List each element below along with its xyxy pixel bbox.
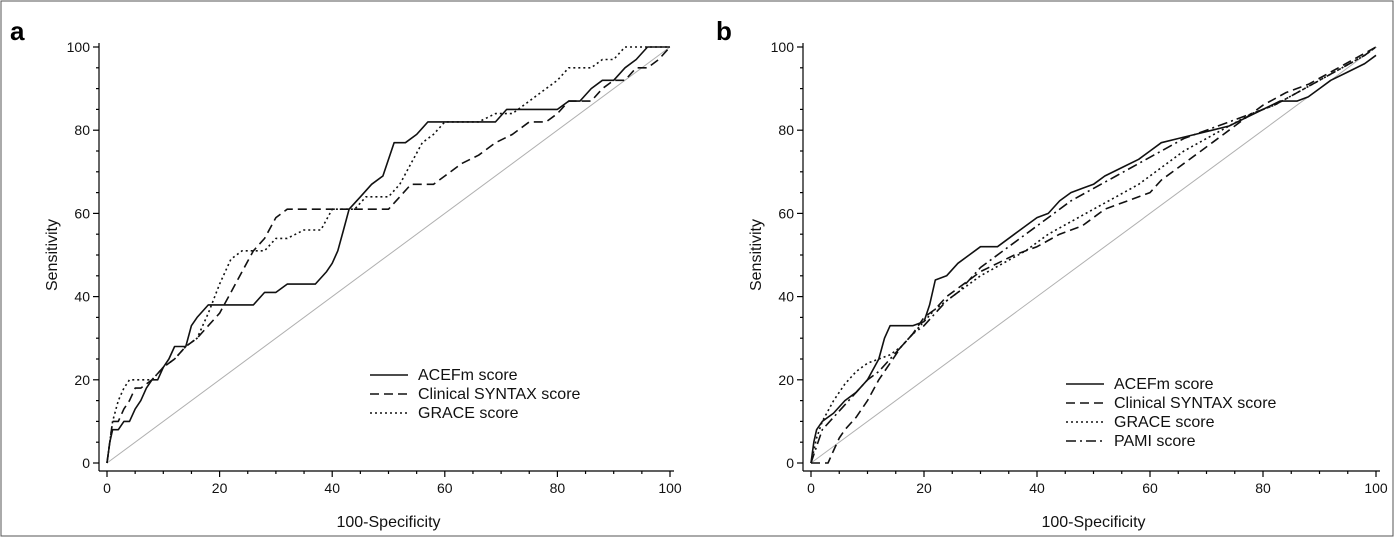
legend-label: GRACE score [1114, 414, 1215, 431]
y-tick-label: 20 [74, 372, 90, 388]
x-tick-label: 0 [103, 480, 111, 496]
legend-label: ACEFm score [1114, 376, 1214, 393]
x-tick-label: 40 [1029, 480, 1045, 496]
y-tick-label: 100 [67, 39, 91, 55]
reference-diagonal [810, 46, 1377, 464]
legend-label: Clinical SYNTAX score [1114, 395, 1277, 412]
x-tick-label: 80 [550, 480, 566, 496]
y-tick-label: 100 [771, 39, 795, 55]
y-axis-label: Sensitivity [44, 219, 61, 291]
series-line-dashed [811, 46, 1377, 464]
x-tick-label: 80 [1255, 480, 1271, 496]
y-tick-label: 40 [778, 289, 794, 305]
series-line-dashdot [810, 46, 1377, 464]
panel-letter-a: a [10, 16, 25, 46]
legend-label: ACEFm score [418, 367, 518, 384]
x-axis-label: 100-Specificity [336, 514, 440, 531]
y-tick-label: 0 [786, 455, 794, 471]
x-tick-label: 20 [212, 480, 228, 496]
legend-label: GRACE score [418, 405, 519, 422]
y-tick-label: 80 [74, 122, 90, 138]
y-tick-label: 60 [74, 205, 90, 221]
x-tick-label: 60 [437, 480, 453, 496]
legend-label: PAMI score [1114, 433, 1196, 450]
y-tick-label: 80 [778, 122, 794, 138]
x-tick-label: 60 [1142, 480, 1158, 496]
panel-a-plot: 0 20 40 60 80 100 0 20 40 60 80 100 100-Specificity S… [44, 39, 682, 531]
series-line-dashed [106, 46, 671, 464]
series-line-solid [810, 54, 1377, 464]
y-tick-label: 60 [778, 205, 794, 221]
x-tick-label: 0 [807, 480, 815, 496]
series-line-dotted [106, 46, 670, 464]
x-axis-label: 100-Specificity [1041, 514, 1145, 531]
y-axis-label: Sensitivity [748, 219, 765, 291]
y-tick-label: 0 [82, 455, 90, 471]
x-tick-label: 100 [1364, 480, 1388, 496]
y-tick-label: 40 [74, 289, 90, 305]
x-tick-label: 20 [916, 480, 932, 496]
legend-label: Clinical SYNTAX score [418, 386, 581, 403]
y-tick-label: 20 [778, 372, 794, 388]
x-tick-label: 100 [658, 480, 682, 496]
reference-diagonal [106, 46, 671, 464]
panel-letter-b: b [716, 16, 732, 46]
panel-b-plot: 0 20 40 60 80 100 0 20 40 60 80 100 100-Specificity S… [748, 39, 1388, 531]
x-tick-label: 40 [324, 480, 340, 496]
